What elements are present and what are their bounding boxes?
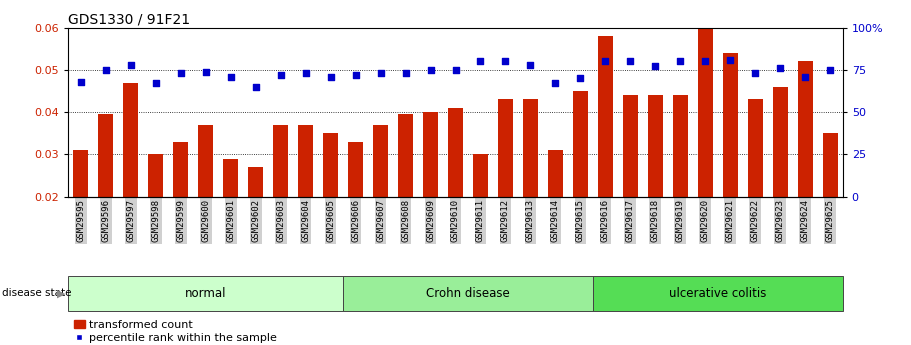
Point (473, 59, 487, 64)
Bar (573, 91, 588, 281)
Point (748, 70, 763, 76)
Point (599, 59, 613, 64)
Point (548, 81, 563, 86)
FancyBboxPatch shape (343, 276, 593, 310)
Point (823, 67, 837, 73)
Point (173, 70, 188, 76)
Point (573, 76, 588, 81)
Bar (348, 142, 363, 281)
Point (698, 59, 712, 64)
Bar (423, 112, 438, 281)
Point (773, 66, 787, 71)
Point (249, 84, 263, 90)
Text: GDS1330 / 91F21: GDS1330 / 91F21 (68, 12, 190, 27)
FancyBboxPatch shape (68, 276, 343, 310)
Bar (473, 155, 488, 281)
Bar (98, 114, 113, 281)
Point (673, 59, 688, 64)
Point (74, 79, 88, 85)
Text: ulcerative colitis: ulcerative colitis (669, 287, 766, 300)
Bar (722, 53, 738, 281)
Legend: transformed count, percentile rank within the sample: transformed count, percentile rank withi… (74, 319, 277, 343)
Bar (123, 82, 138, 281)
Bar (623, 95, 638, 281)
Bar (498, 99, 513, 281)
Bar (748, 99, 763, 281)
Bar (798, 61, 813, 281)
Point (523, 62, 537, 68)
Bar (248, 167, 263, 281)
Bar (148, 155, 163, 281)
Point (374, 70, 388, 76)
Bar (273, 125, 288, 281)
Point (448, 67, 463, 73)
Bar (398, 114, 413, 281)
Bar (698, 0, 712, 281)
Bar (548, 150, 563, 281)
Point (199, 69, 213, 74)
Point (623, 59, 638, 64)
Text: normal: normal (185, 287, 227, 300)
Text: ▶: ▶ (57, 288, 66, 298)
Bar (323, 133, 338, 281)
Bar (298, 125, 313, 281)
Point (398, 70, 413, 76)
Bar (199, 125, 213, 281)
Point (148, 81, 163, 86)
Bar (648, 95, 663, 281)
Point (648, 64, 662, 69)
Point (298, 70, 312, 76)
Bar (673, 95, 688, 281)
Bar (598, 36, 613, 281)
Point (723, 57, 738, 62)
Bar (374, 125, 388, 281)
Point (273, 72, 288, 78)
Bar (773, 87, 788, 281)
Text: disease state: disease state (2, 288, 71, 298)
Point (124, 62, 138, 68)
Bar (173, 142, 189, 281)
Bar (73, 150, 88, 281)
Point (798, 74, 813, 79)
Bar (823, 133, 838, 281)
Point (223, 74, 238, 79)
Bar (223, 159, 238, 281)
Point (348, 72, 363, 78)
Point (98, 67, 113, 73)
Point (498, 59, 513, 64)
Point (323, 74, 338, 79)
Bar (523, 99, 537, 281)
Point (424, 67, 438, 73)
FancyBboxPatch shape (593, 276, 843, 310)
Bar (448, 108, 463, 281)
Text: Crohn disease: Crohn disease (426, 287, 510, 300)
